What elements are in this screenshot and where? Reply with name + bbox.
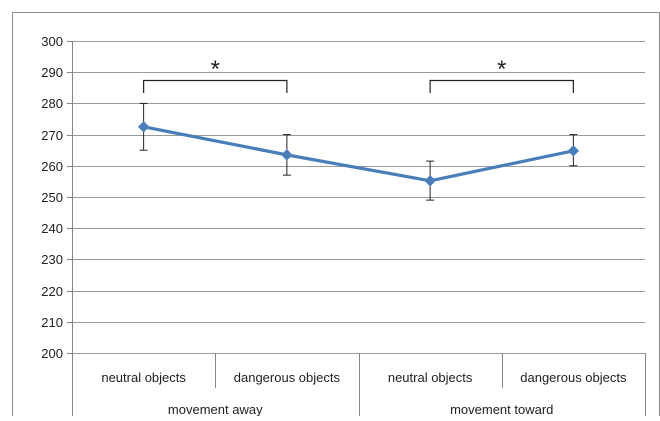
data-point	[567, 145, 580, 157]
y-tick-label: 200	[41, 346, 63, 361]
y-tick-label: 300	[41, 34, 63, 49]
significance-asterisk: *	[497, 56, 506, 83]
data-point	[424, 175, 436, 187]
group-label: movement away	[168, 402, 263, 416]
category-label: dangerous objects	[234, 370, 341, 385]
y-tick-label: 260	[41, 159, 63, 174]
significance-asterisk: *	[211, 56, 220, 83]
y-tick-label: 250	[41, 190, 63, 205]
category-label: neutral objects	[101, 370, 186, 385]
data-point	[281, 149, 293, 161]
y-tick-label: 210	[41, 315, 63, 330]
category-label: neutral objects	[388, 370, 473, 385]
category-label: dangerous objects	[520, 370, 627, 385]
chart-border	[12, 12, 660, 421]
significance-bracket	[429, 79, 574, 93]
y-tick-label: 230	[41, 252, 63, 267]
y-tick-label: 280	[41, 96, 63, 111]
y-tick-label: 220	[41, 284, 63, 299]
y-tick-label: 290	[41, 65, 63, 80]
y-tick-label: 270	[41, 128, 63, 143]
y-tick-label: 240	[41, 221, 63, 236]
data-point	[137, 121, 150, 133]
significance-bracket	[143, 79, 288, 93]
series-line	[143, 125, 574, 183]
group-label: movement toward	[450, 402, 553, 416]
